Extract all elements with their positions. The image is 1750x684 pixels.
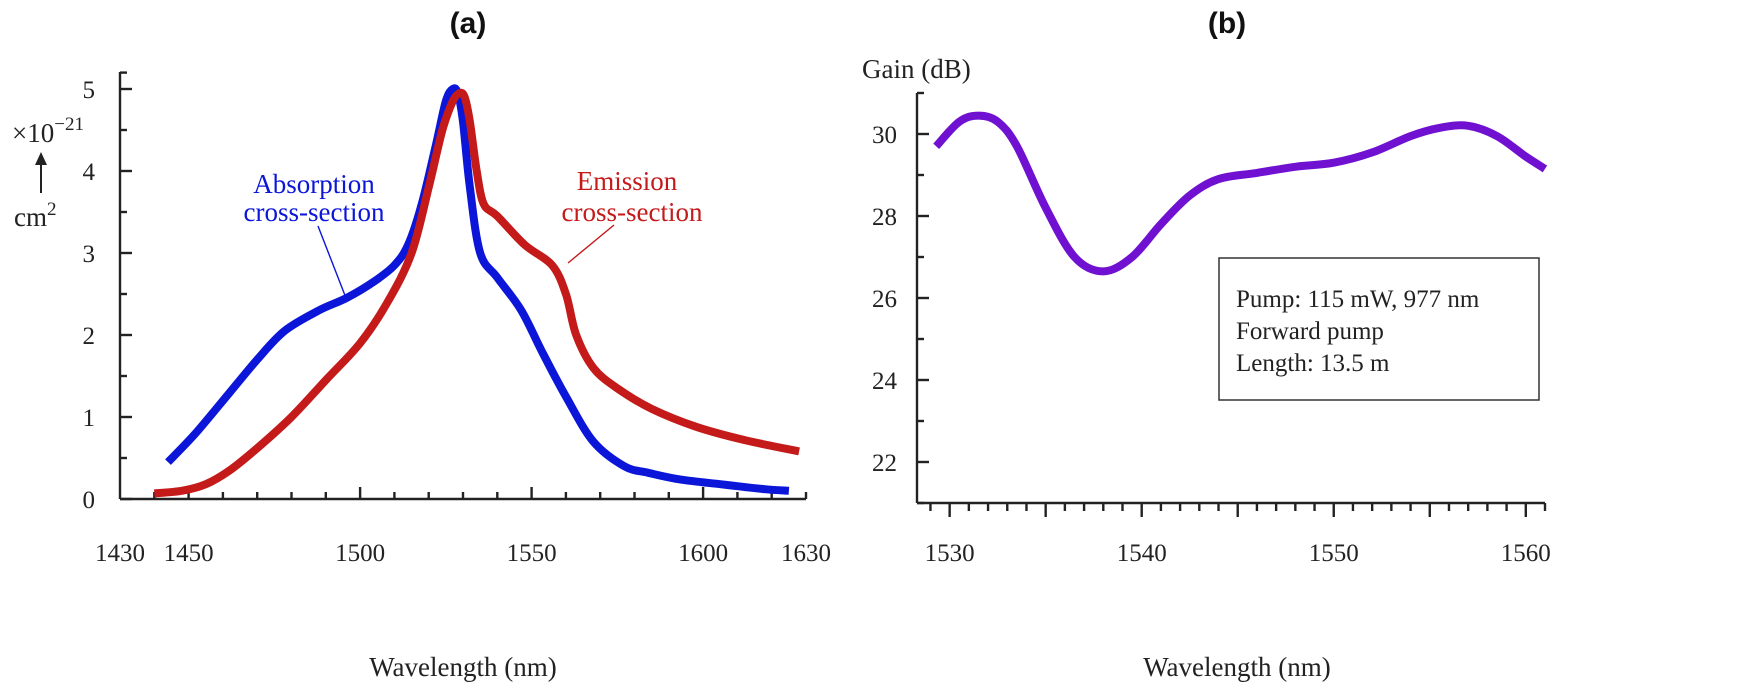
panel-a-cross-section-chart: (a) 1430 1450 1500 1550 1600 1630 0 1 2 3 4 5 ×10−… bbox=[12, 7, 831, 682]
panel-b-x-tick-labels: 1530 1540 1550 1560 bbox=[925, 540, 1551, 567]
a-x-tick-label: 1600 bbox=[678, 540, 728, 567]
panel-b-x-axis-label: Wavelength (nm) bbox=[1143, 652, 1331, 682]
panel-a-title: (a) bbox=[450, 7, 487, 40]
y-arrow-head-icon bbox=[35, 152, 47, 165]
b-x-tick-label: 1560 bbox=[1501, 540, 1551, 567]
a-y-tick-label: 5 bbox=[83, 77, 96, 104]
a-x-tick-label: 1500 bbox=[335, 540, 385, 567]
a-x-tick-label: 1430 bbox=[95, 540, 145, 567]
b-x-tick-label: 1540 bbox=[1117, 540, 1167, 567]
a-y-tick-label: 2 bbox=[83, 323, 96, 350]
a-y-tick-label: 4 bbox=[83, 159, 96, 186]
annotation-box-frame bbox=[1218, 257, 1540, 401]
panel-b-y-tick-labels: 22 24 26 28 30 bbox=[872, 122, 898, 477]
absorption-leader-line bbox=[317, 225, 347, 299]
annotation-box: Pump: 115 mW, 977 nm Forward pump Length… bbox=[1218, 257, 1540, 401]
a-y-tick-label: 0 bbox=[83, 487, 96, 514]
a-y-tick-label: 1 bbox=[83, 405, 96, 432]
absorption-annotation: Absorption cross-section bbox=[244, 169, 385, 299]
panel-a-x-tick-labels: 1430 1450 1500 1550 1600 1630 bbox=[95, 540, 831, 567]
panel-a-x-axis-label: Wavelength (nm) bbox=[369, 652, 557, 682]
absorption-label-line2: cross-section bbox=[244, 197, 385, 227]
annotation-line-length: Length: 13.5 m bbox=[1236, 350, 1390, 377]
emission-label-line2: cross-section bbox=[562, 197, 703, 227]
panel-a-minor-ticks bbox=[120, 71, 808, 499]
b-y-tick-label: 28 bbox=[872, 204, 897, 231]
panel-a-y-tick-labels: 0 1 2 3 4 5 bbox=[83, 77, 132, 514]
b-y-tick-label: 26 bbox=[872, 286, 897, 313]
panel-b-series bbox=[933, 111, 1548, 276]
absorption-label-line1: Absorption bbox=[253, 169, 375, 199]
a-x-tick-label: 1630 bbox=[781, 540, 831, 567]
y-unit-label: cm2 bbox=[14, 199, 57, 232]
panel-b-title: (b) bbox=[1208, 7, 1246, 40]
a-y-tick-label: 3 bbox=[83, 241, 96, 268]
emission-leader-line bbox=[567, 224, 615, 264]
panel-b-y-axis-label: Gain (dB) bbox=[862, 54, 971, 84]
b-x-tick-label: 1530 bbox=[925, 540, 975, 567]
b-y-tick-label: 30 bbox=[872, 122, 897, 149]
annotation-line-pump: Pump: 115 mW, 977 nm bbox=[1236, 286, 1480, 313]
panel-a-y-unit-label: ×10−21 cm2 bbox=[12, 114, 84, 232]
emission-label-line1: Emission bbox=[577, 166, 678, 196]
panel-b-gain-chart: (b) Gain (dB) 1530 1540 1550 1560 22 24 26 28 3… bbox=[862, 7, 1551, 682]
a-x-tick-label: 1450 bbox=[164, 540, 214, 567]
y-multiplier-label: ×10−21 bbox=[12, 114, 84, 148]
emission-cross-section-line bbox=[153, 88, 800, 498]
b-y-tick-label: 22 bbox=[872, 450, 897, 477]
a-x-tick-label: 1550 bbox=[507, 540, 557, 567]
emission-annotation: Emission cross-section bbox=[562, 166, 703, 264]
annotation-line-direction: Forward pump bbox=[1236, 318, 1384, 345]
panel-a-series bbox=[153, 84, 800, 498]
b-y-tick-label: 24 bbox=[872, 368, 898, 395]
panel-b-minor-ticks bbox=[917, 91, 1547, 517]
b-x-tick-label: 1550 bbox=[1309, 540, 1359, 567]
gain-line bbox=[933, 111, 1548, 276]
